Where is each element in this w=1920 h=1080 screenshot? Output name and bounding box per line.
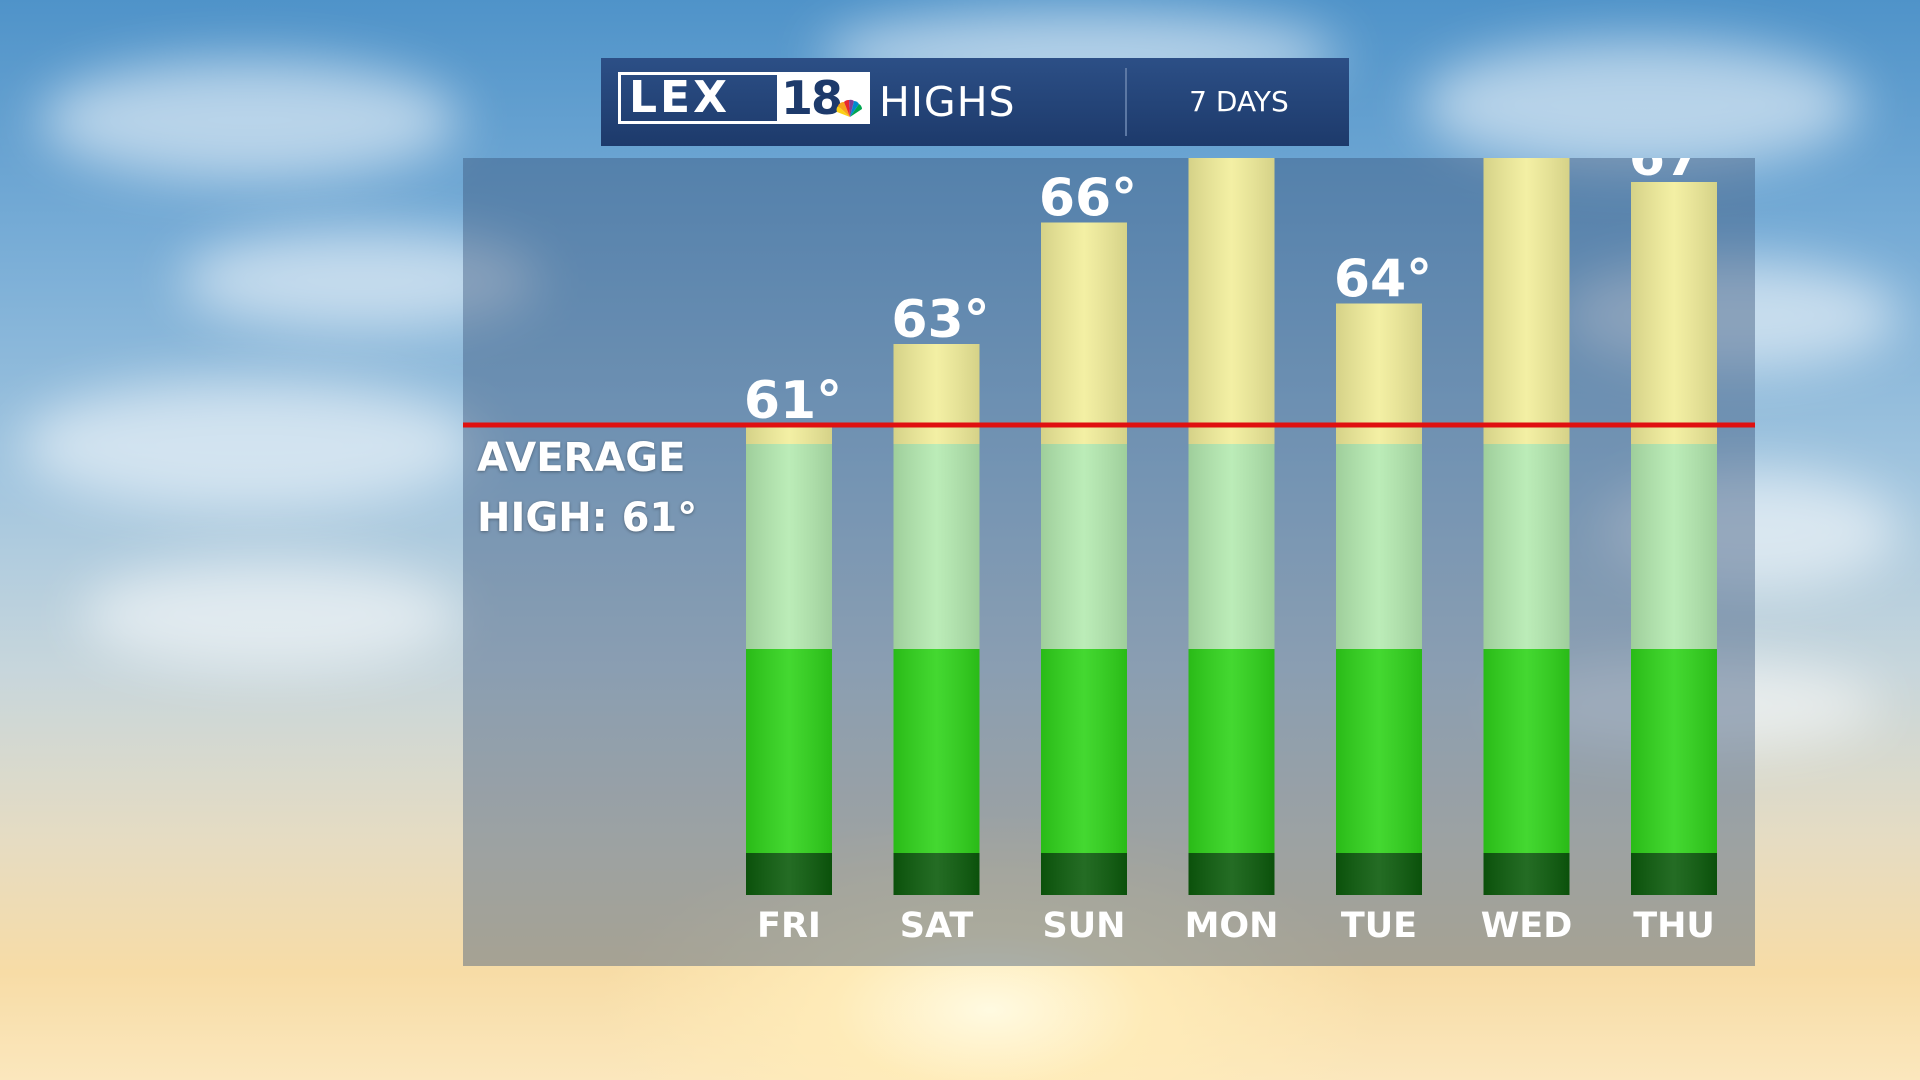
average-label-line2: HIGH: 61° [477,495,698,541]
header-title: HIGHS [879,78,1016,126]
bar-shading [1041,222,1127,895]
bar-tue [1336,303,1422,895]
header-bar: LEX 18 HIGHS 7 DAYS [601,58,1349,146]
day-label-sat: SAT [900,906,974,946]
peacock-icon [836,99,862,117]
day-label-sun: SUN [1043,906,1126,946]
average-high-label: AVERAGE HIGH: 61° [477,428,697,548]
bar-wed [1483,158,1570,895]
chart-panel: 61°FRI63°SAT66°SUN68°MON64°TUE69°WED67°T… [463,158,1755,966]
day-label-fri: FRI [757,906,821,946]
station-logo: LEX 18 [618,71,870,125]
header-divider [1125,68,1127,136]
day-label-thu: THU [1633,906,1715,946]
bar-mon [1188,158,1275,895]
value-label-thu: 67° [1629,158,1727,188]
bar-sat [893,344,980,895]
bar-sun [1041,222,1127,895]
logo-text: LEX [629,72,731,123]
value-label-sat: 63° [891,290,989,350]
bar-shading [746,425,832,895]
day-label-wed: WED [1481,906,1573,946]
average-label-line1: AVERAGE [477,435,686,481]
value-label-tue: 64° [1334,250,1432,310]
day-label-tue: TUE [1341,906,1417,946]
bar-shading [1483,158,1570,895]
day-label-mon: MON [1185,906,1279,946]
bar-fri [746,425,832,895]
bar-shading [1336,303,1422,895]
days-label: 7 DAYS [1189,85,1289,118]
bar-shading [1188,158,1275,895]
bar-shading [1631,182,1717,895]
value-label-sun: 66° [1039,169,1137,229]
logo-number: 18 [781,71,843,125]
bar-shading [893,344,980,895]
bar-thu [1631,182,1717,895]
value-label-fri: 61° [744,371,842,431]
highs-bar-chart: 61°FRI63°SAT66°SUN68°MON64°TUE69°WED67°T… [463,158,1755,946]
